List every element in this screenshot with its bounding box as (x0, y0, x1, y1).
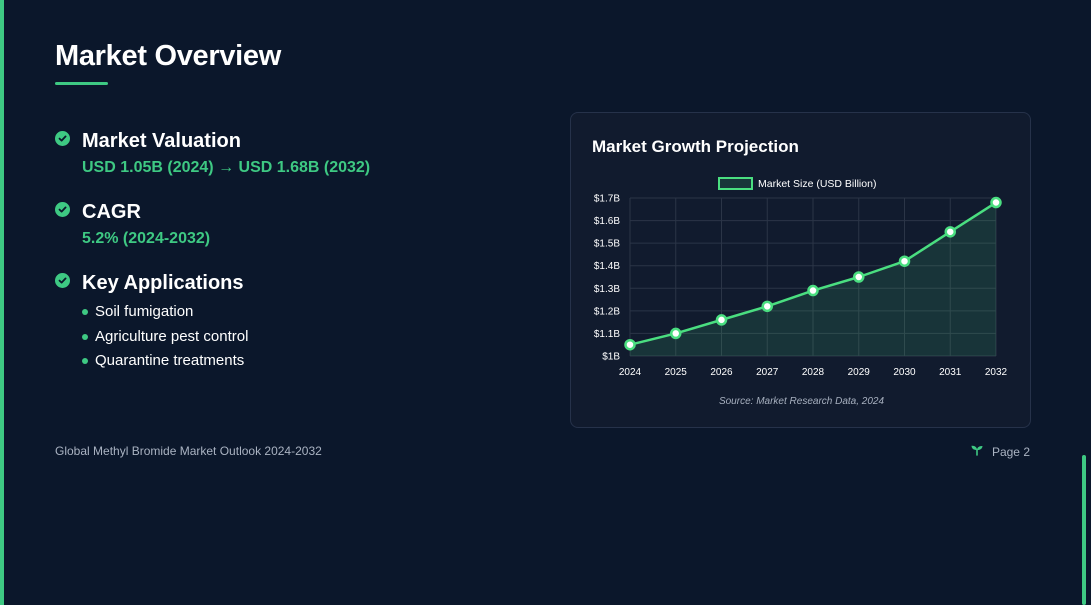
line-chart: $1B $1.1B $1.2B $1.3B $1.4B $1.5B $1.6B $1.7B 20… (594, 177, 1008, 378)
chart-title: Market Growth Projection (592, 137, 799, 156)
check-circle-icon (55, 273, 70, 288)
check-circle-icon (55, 131, 70, 146)
point-value: USD 1.05B (2024) → USD 1.68B (2032) (82, 159, 371, 176)
list-item-label: Quarantine treatments (95, 352, 245, 369)
x-tick-label: 2032 (985, 367, 1008, 378)
point-title: CAGR (82, 201, 141, 223)
x-tick-label: 2031 (939, 367, 962, 378)
y-tick-label: $1.1B (594, 329, 620, 340)
page-title: Market Overview (55, 40, 282, 72)
list-item-label: Agriculture pest control (95, 327, 249, 345)
y-tick-label: $1.5B (594, 239, 620, 250)
x-tick-label: 2028 (802, 367, 825, 378)
scrollbar[interactable] (1079, 0, 1091, 605)
data-point (761, 300, 773, 313)
point-title: Market Valuation (82, 130, 241, 152)
y-tick-label: $1.7B (594, 194, 620, 205)
y-tick-label: $1.3B (594, 284, 620, 295)
bullet-dot-icon (82, 333, 88, 340)
list-item: Soil fumigation (82, 300, 535, 325)
applications-list: Soil fumigation Agriculture pest control… (82, 300, 535, 374)
y-tick-label: $1.2B (594, 306, 620, 317)
page-number: Page 2 (991, 444, 1030, 459)
bullet-dot-icon (82, 309, 88, 315)
data-point (898, 255, 911, 267)
data-point (990, 196, 1002, 209)
legend-swatch (718, 177, 753, 190)
y-tick-label: $1B (602, 352, 620, 363)
data-point (944, 226, 956, 238)
data-point (807, 284, 819, 297)
key-points: Market Valuation USD 1.05B (2024) → USD … (55, 128, 535, 396)
point-title: Key Applications (82, 272, 244, 294)
x-tick-label: 2029 (848, 367, 871, 378)
x-tick-label: 2024 (619, 367, 642, 378)
chart-card: Market Growth Projection $1B $1.1B $1.2B $1… (570, 112, 1031, 428)
legend-label: Market Size (USD Billion) (758, 178, 876, 190)
point-key-applications: Key Applications Soil fumigation Agricul… (55, 270, 535, 374)
x-tick-label: 2030 (893, 367, 916, 378)
footer-title: Global Methyl Bromide Market Outlook 202… (55, 444, 322, 458)
series-area (630, 202, 996, 356)
seedling-icon (970, 444, 984, 459)
list-item: Quarantine treatments (82, 349, 535, 374)
title-underline (55, 82, 108, 85)
left-accent-bar (0, 0, 4, 605)
data-point (670, 327, 682, 340)
check-circle-icon (55, 202, 70, 217)
point-value: 5.2% (2024-2032) (82, 230, 211, 247)
x-tick-label: 2025 (665, 367, 688, 378)
point-market-valuation: Market Valuation USD 1.05B (2024) → USD … (55, 128, 535, 177)
data-point (624, 338, 636, 351)
bullet-dot-icon (82, 358, 88, 364)
list-item: Agriculture pest control (82, 325, 535, 350)
data-point (853, 271, 865, 283)
x-tick-label: 2026 (710, 367, 733, 378)
y-tick-label: $1.6B (594, 216, 620, 227)
footer-page: Page 2 (970, 444, 1030, 459)
point-cagr: CAGR 5.2% (2024-2032) (55, 199, 535, 248)
y-tick-label: $1.4B (594, 261, 620, 272)
x-tick-label: 2027 (756, 367, 779, 378)
data-point (715, 314, 728, 326)
list-item-label: Soil fumigation (95, 303, 194, 320)
scrollbar-thumb[interactable] (1082, 455, 1086, 605)
chart-source: Source: Market Research Data, 2024 (718, 396, 885, 407)
